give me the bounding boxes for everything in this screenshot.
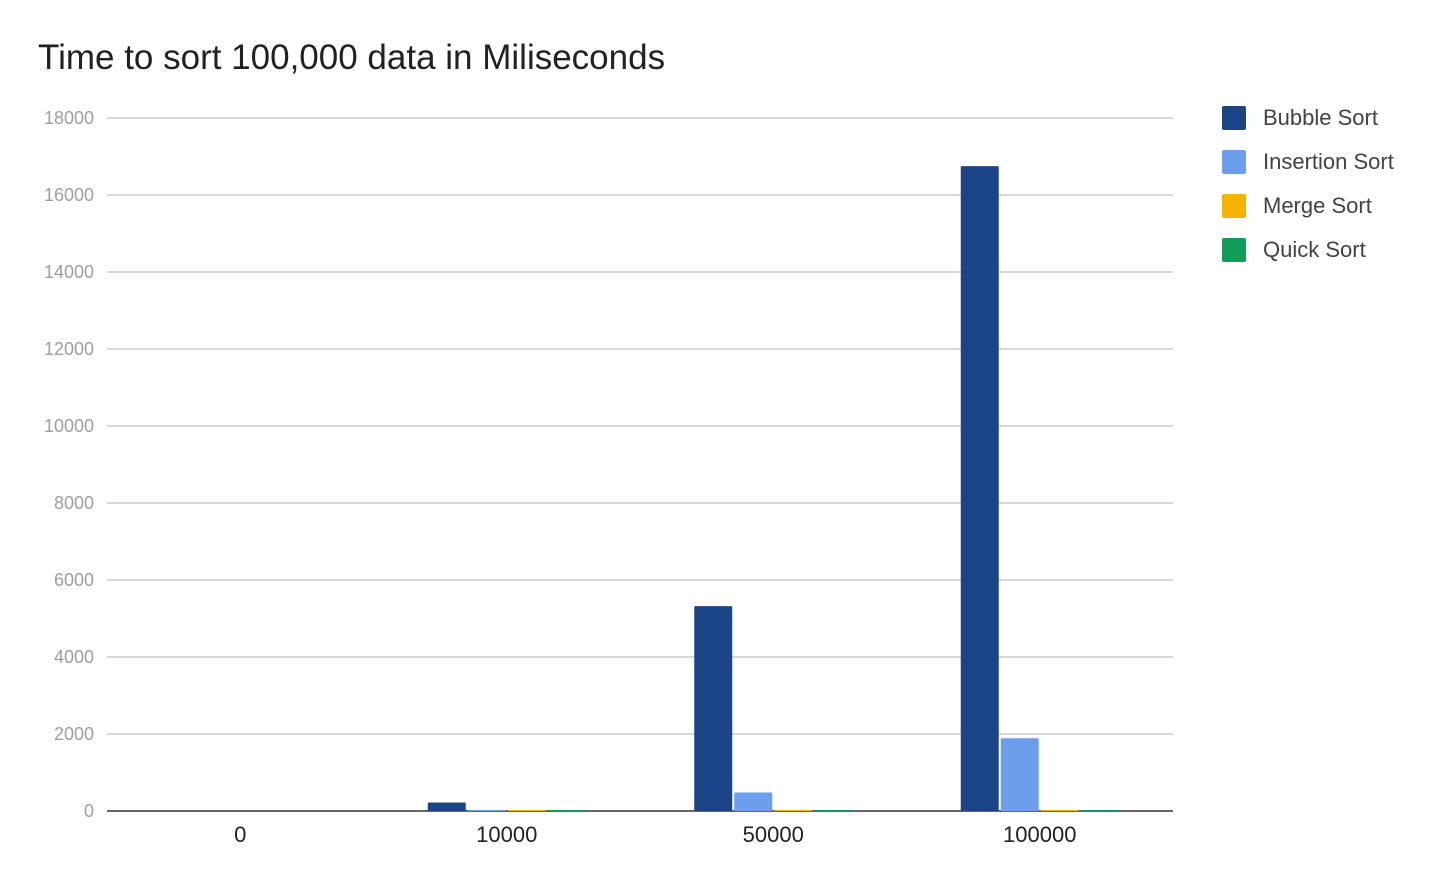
bar-quick-sort-100000[interactable] — [1080, 810, 1119, 811]
bar-merge-sort-100000[interactable] — [1040, 810, 1079, 811]
bar-merge-sort-10000[interactable] — [507, 810, 546, 811]
bar-merge-sort-50000[interactable] — [774, 810, 813, 811]
y-tick-label: 6000 — [54, 570, 94, 590]
legend-label: Quick Sort — [1263, 237, 1366, 262]
bar-chart-plot: 0 2000 4000 6000 8000 10000 12000 14000 16000 180… — [44, 108, 1173, 847]
y-tick-label: 4000 — [54, 647, 94, 667]
bar-insertion-sort-100000[interactable] — [1000, 738, 1039, 811]
y-tick-label: 10000 — [44, 416, 94, 436]
legend-swatch — [1222, 106, 1246, 130]
y-tick-label: 8000 — [54, 493, 94, 513]
bar-quick-sort-50000[interactable] — [814, 810, 853, 811]
bar-insertion-sort-50000[interactable] — [734, 792, 773, 811]
legend-swatch — [1222, 194, 1246, 218]
legend-swatch — [1222, 150, 1246, 174]
legend-item[interactable]: Quick Sort — [1222, 236, 1394, 264]
legend: Bubble Sort Insertion Sort Merge Sort Quick… — [1222, 104, 1394, 280]
x-tick-label: 50000 — [743, 822, 804, 847]
y-tick-label: 0 — [84, 801, 94, 821]
bar-insertion-sort-10000[interactable] — [467, 810, 506, 811]
x-tick-label: 10000 — [476, 822, 537, 847]
legend-label: Insertion Sort — [1263, 149, 1394, 174]
bar-bubble-sort-50000[interactable] — [694, 606, 733, 811]
legend-label: Merge Sort — [1263, 193, 1372, 218]
y-tick-label: 18000 — [44, 108, 94, 128]
legend-item[interactable]: Bubble Sort — [1222, 104, 1394, 132]
y-tick-label: 12000 — [44, 339, 94, 359]
bars — [427, 166, 1119, 811]
bar-bubble-sort-100000[interactable] — [960, 166, 999, 811]
bar-quick-sort-10000[interactable] — [547, 810, 586, 811]
bar-bubble-sort-10000[interactable] — [427, 802, 466, 811]
x-tick-label: 100000 — [1003, 822, 1076, 847]
y-tick-label: 2000 — [54, 724, 94, 744]
x-axis-ticks: 0 10000 50000 100000 — [234, 822, 1076, 847]
chart-title: Time to sort 100,000 data in Miliseconds — [38, 38, 666, 77]
y-tick-label: 14000 — [44, 262, 94, 282]
legend-label: Bubble Sort — [1263, 105, 1378, 130]
y-tick-label: 16000 — [44, 185, 94, 205]
legend-item[interactable]: Insertion Sort — [1222, 148, 1394, 176]
legend-item[interactable]: Merge Sort — [1222, 192, 1394, 220]
gridlines — [107, 117, 1173, 812]
x-tick-label: 0 — [234, 822, 246, 847]
y-axis-ticks: 0 2000 4000 6000 8000 10000 12000 14000 16000 180… — [44, 108, 94, 821]
legend-swatch — [1222, 238, 1246, 262]
